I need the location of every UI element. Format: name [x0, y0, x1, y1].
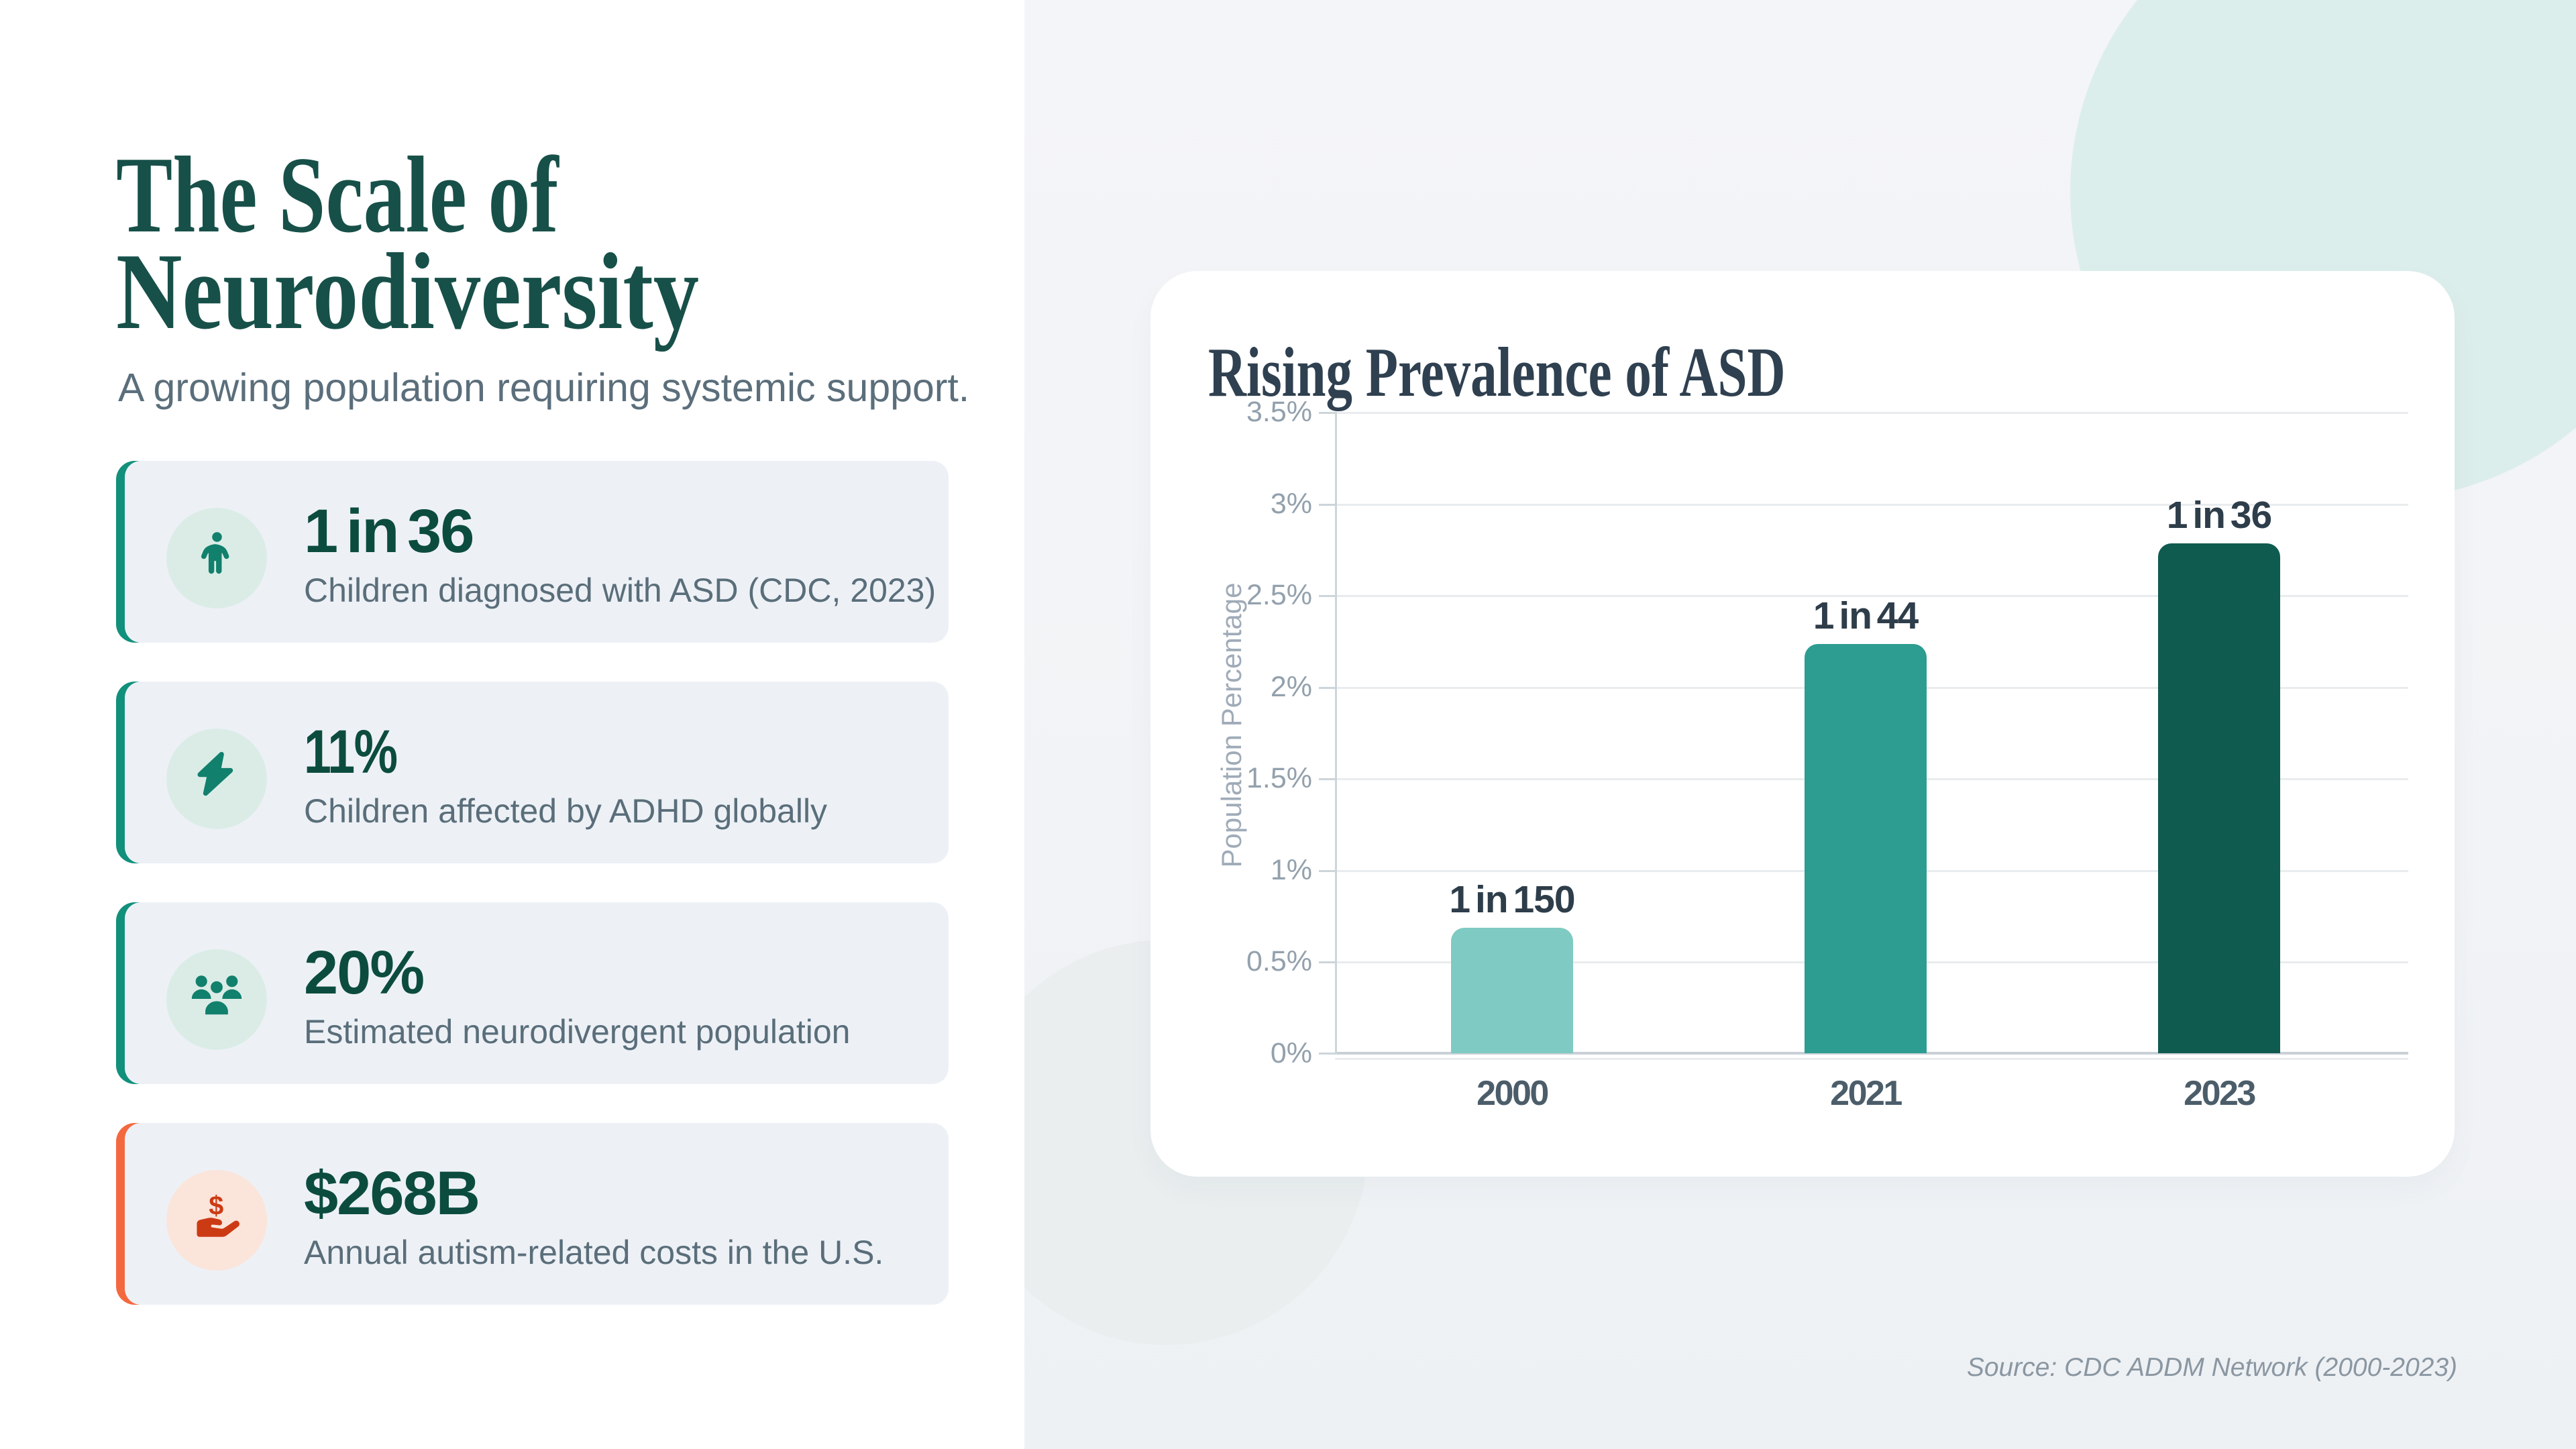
svg-text:$: $	[209, 1193, 223, 1220]
